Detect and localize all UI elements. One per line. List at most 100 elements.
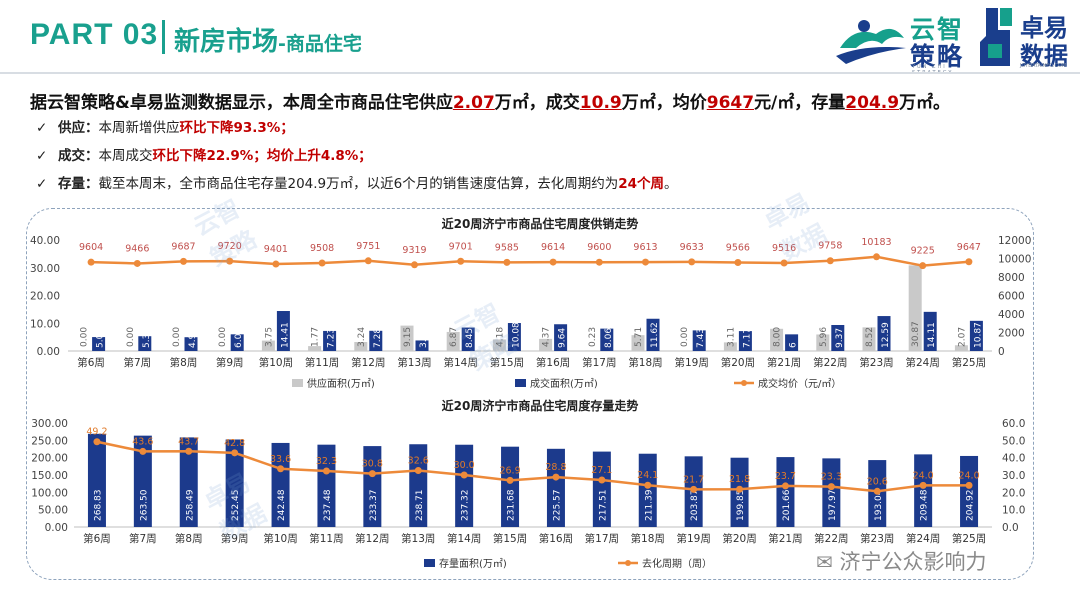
chart1-legend-price: 成交均价（元/㎡） [758, 377, 841, 390]
chart1-supply-bar [585, 350, 599, 351]
chart1-price-label: 9466 [125, 243, 149, 254]
chart1-supply-label: 5.71 [634, 327, 644, 347]
bullet-highlight: 环比下降93.3%； [179, 120, 294, 136]
zhuoyi-logo-small: JOYDATAINFO.COM [1020, 63, 1067, 69]
chart2-ytick-left: 150.00 [31, 470, 68, 482]
chart2-cycle-label: 42.8 [224, 438, 245, 449]
chart2-stock-label: 197.97 [828, 490, 838, 522]
chart1-deal-label: 7.23 [327, 328, 337, 348]
chart1-xtick: 第17周 [582, 356, 616, 369]
check-icon: ✓ [36, 148, 48, 164]
chart2-stock-label: 201.66 [782, 489, 792, 521]
summary-stock: 204.9 [845, 93, 900, 113]
chart1-deal-label: 8.06 [604, 328, 614, 348]
chart1-ytick-left: 30.00 [30, 263, 60, 275]
chart1-price-label: 9633 [680, 242, 704, 253]
chart1-deal-label: 8.45 [465, 328, 475, 348]
chart1-ytick-left: 10.00 [30, 318, 60, 330]
chart2-cycle-point [322, 467, 330, 475]
chart1-supply-bar [723, 342, 737, 351]
chart1-price-label: 9319 [402, 245, 426, 256]
bullet-text: 本周新增供应 [98, 120, 180, 136]
chart1-deal-bar [507, 323, 521, 351]
chart1-price-label: 9687 [171, 241, 195, 252]
chart1-supply-bar [308, 346, 322, 351]
chart2-cycle-point [919, 481, 927, 489]
chart2-cycle-label: 32.3 [316, 456, 337, 467]
part-label: PART 03 [30, 18, 159, 51]
chart2-stock-bar [179, 437, 198, 527]
chart2-stock-label: 204.92 [966, 490, 976, 522]
chart1-supply-bar [492, 339, 506, 351]
chart1-deal-label: 3.8 [419, 333, 429, 348]
chart2-xtick: 第14周 [447, 532, 481, 545]
chart1-legend-deal: 成交面积(万㎡) [530, 377, 598, 390]
chart2-stock-bar [455, 444, 474, 527]
chart2-stock-bar [638, 453, 657, 527]
yunzhi-cloud-icon [836, 20, 906, 64]
chart1-supply-label: 5.96 [819, 327, 829, 347]
chart1-supply-bar [354, 342, 368, 351]
chart1-price-label: 9647 [957, 242, 981, 253]
chart2-stock-bar [960, 455, 979, 527]
chart1-supply-label: 0.00 [80, 327, 90, 347]
chart1-price-label: 9225 [911, 246, 935, 257]
chart1-supply-bar [908, 265, 922, 351]
chart1-deal-label: 14.41 [280, 322, 290, 348]
chart2-stock-bar [363, 446, 382, 527]
chart1-ytick-right: 6000 [998, 291, 1025, 303]
wechat-source: ✉︎ 济宁公众影响力 [816, 546, 986, 576]
chart1-ytick-right: 2000 [998, 328, 1025, 340]
chart1-price-label: 9758 [818, 241, 842, 252]
chart2-stock-bar [592, 451, 611, 527]
chart1-xtick: 第20周 [721, 356, 755, 369]
bullet-stock: ✓ 存量：截至本周末，全市商品住宅存量204.9万㎡，以近6个月的销售速度估算，去… [36, 172, 678, 192]
chart2-ytick-right: 20.0 [1002, 487, 1025, 499]
chart1-supply-bar [954, 345, 968, 351]
chart1-price-label: 9600 [587, 242, 611, 253]
chart2-cycle-point [598, 476, 606, 484]
chart2-xtick: 第25周 [952, 532, 986, 545]
chart2-stock-label: 237.48 [323, 489, 333, 521]
summary-text-5: 万㎡。 [899, 93, 951, 113]
chart1-price-label: 9566 [726, 243, 750, 254]
chart2-stock-label: 268.83 [93, 490, 103, 522]
chart-panel [26, 208, 1034, 580]
check-icon: ✓ [36, 176, 48, 192]
chart2-cycle-label: 24.0 [958, 470, 979, 481]
chart2-legend-stock: 存量面积(万㎡) [439, 557, 507, 570]
chart1-xtick: 第12周 [351, 356, 385, 369]
chart1-supply-label: 1.77 [311, 327, 321, 347]
chart1-ytick-right: 10000 [998, 254, 1031, 266]
chart2-ytick-right: 10.0 [1002, 505, 1025, 517]
chart2-stock-label: 238.71 [415, 490, 425, 522]
chart1-deal-bar [877, 316, 891, 351]
chart2-stock-label: 203.87 [690, 490, 700, 522]
chart2-xtick: 第21周 [768, 532, 802, 545]
check-icon: ✓ [36, 120, 48, 136]
chart1-price-point [734, 259, 742, 267]
chart1-supply-bar [400, 325, 414, 351]
chart2-ytick-left: 0.00 [45, 522, 68, 534]
chart1-supply-label: 6.87 [449, 327, 459, 347]
chart2-cycle-label: 32.6 [408, 455, 429, 466]
chart1-deal-bar [554, 324, 568, 351]
zhuoyi-mark-icon [980, 8, 1012, 66]
chart1-deal-bar [831, 324, 845, 351]
chart2-xtick: 第20周 [722, 532, 756, 545]
bullet-supply: ✓ 供应：本周新增供应环比下降93.3%； [36, 116, 294, 136]
summary-text-2: 万㎡，成交 [494, 93, 580, 113]
yunzhi-logo-bottom: 策略 [910, 42, 965, 71]
chart2-cycle-label: 30.0 [454, 460, 475, 471]
chart2-cycle-label: 43.6 [132, 436, 153, 447]
chart1-deal-label: 11.62 [650, 322, 660, 348]
chart2-ytick-left: 50.00 [38, 505, 68, 517]
chart2-stock-bar [317, 444, 336, 527]
chart2-cycle-point [139, 447, 147, 455]
chart1-ytick-right: 4000 [998, 309, 1025, 321]
chart1-xtick: 第7周 [123, 356, 151, 369]
chart2-stock-bar [133, 435, 152, 527]
chart1-price-label: 10183 [861, 237, 891, 248]
chart1-price-point [780, 259, 788, 267]
